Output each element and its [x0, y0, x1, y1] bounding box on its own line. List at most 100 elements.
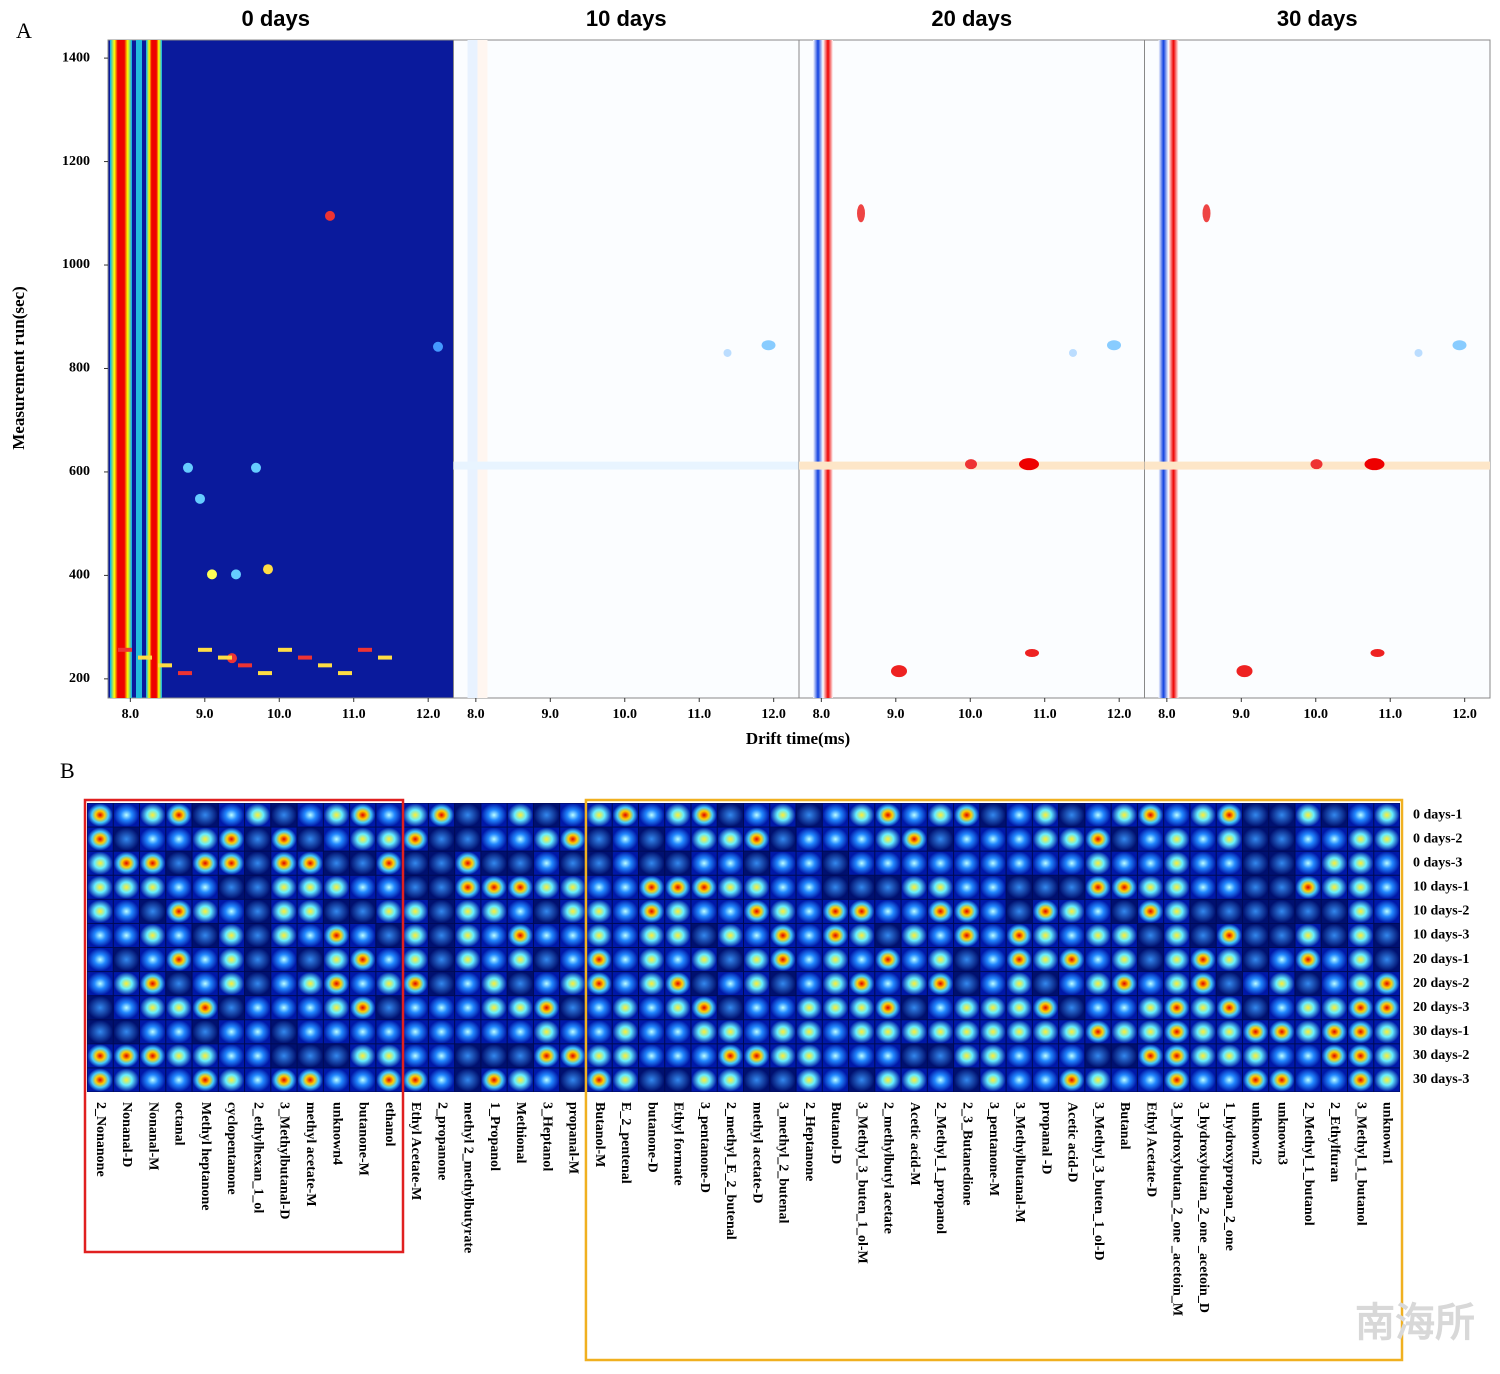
fingerprint-cell [744, 899, 770, 923]
fingerprint-cell [1032, 827, 1059, 851]
fingerprint-cell [1059, 899, 1085, 923]
fingerprint-cell [744, 851, 770, 875]
spot [138, 655, 152, 660]
fingerprint-cell [1059, 948, 1085, 972]
fingerprint-cell [717, 851, 743, 875]
spot [1019, 458, 1039, 471]
fingerprint-cell [1059, 1068, 1085, 1092]
fingerprint-cell [1164, 851, 1190, 875]
x-tick-label: 12.0 [761, 707, 786, 722]
fingerprint-cell [402, 851, 428, 875]
fingerprint-cell [507, 1020, 533, 1044]
fingerprint-cell [113, 899, 140, 923]
fingerprint-cell [87, 996, 113, 1020]
fingerprint-cell [1137, 899, 1164, 923]
fingerprint-cell [376, 1044, 402, 1068]
fingerprint-cell [1347, 948, 1374, 972]
fingerprint-cell [192, 1020, 218, 1044]
fingerprint-cell [638, 1044, 665, 1068]
column-label: Methional [513, 1102, 528, 1164]
fingerprint-cell [1242, 827, 1269, 851]
fingerprint-cell [980, 1068, 1006, 1092]
fingerprint-cell [691, 996, 717, 1020]
fingerprint-cell [901, 1068, 927, 1092]
fingerprint-cell [849, 1068, 875, 1092]
row-label: 0 days-2 [1413, 831, 1462, 846]
stripe [1158, 40, 1169, 698]
fingerprint-cell [1111, 1044, 1137, 1068]
fingerprint-cell [376, 851, 402, 875]
fingerprint-cell [1085, 1068, 1111, 1092]
fingerprint-cell [849, 948, 875, 972]
fingerprint-cell [1059, 923, 1085, 947]
fingerprint-cell [376, 923, 402, 947]
panel-b: B 2_Nonanone Nonanal-D Nonanal-M octanal Meth… [60, 758, 1475, 1362]
fingerprint-cell [1242, 1068, 1269, 1092]
fingerprint-cell [507, 1068, 533, 1092]
spot [238, 663, 252, 668]
fingerprint-cell [1190, 851, 1216, 875]
fingerprint-cell [1295, 875, 1321, 899]
fingerprint-cell [612, 875, 638, 899]
fingerprint-cell [1085, 1020, 1111, 1044]
fingerprint-cell [113, 948, 140, 972]
fingerprint-cell [1059, 972, 1085, 996]
fingerprint-cell [980, 1044, 1006, 1068]
fingerprint-cell [1347, 1020, 1374, 1044]
fingerprint-cell [691, 1068, 717, 1092]
fingerprint-cell [507, 851, 533, 875]
heatmap-panel: 30 days 8.0 9.0 10.0 11.0 12.0 [1144, 6, 1491, 722]
fingerprint-cell [875, 1044, 901, 1068]
fingerprint-cell [1295, 851, 1321, 875]
fingerprint-cell [1085, 923, 1111, 947]
row-label: 0 days-1 [1413, 807, 1462, 822]
x-tick-label: 12.0 [1452, 707, 1477, 722]
fingerprint-cell [1374, 923, 1400, 947]
fingerprint-cell [954, 996, 980, 1020]
fingerprint-cell [770, 996, 796, 1020]
y-tick-label: 600 [69, 464, 90, 479]
y-tick-label: 1200 [62, 154, 90, 169]
fingerprint-cell [376, 899, 402, 923]
fingerprint-cell [744, 875, 770, 899]
fingerprint-cell [192, 948, 218, 972]
column-label: Methyl heptanone [198, 1102, 213, 1211]
fingerprint-cell [796, 948, 822, 972]
fingerprint-cell [691, 1020, 717, 1044]
fingerprint-cell [428, 827, 455, 851]
row-label: 10 days-1 [1413, 880, 1469, 895]
fingerprint-cell [744, 923, 770, 947]
fingerprint-cell [323, 1044, 350, 1068]
fingerprint-cell [560, 875, 586, 899]
x-tick-label: 8.0 [813, 707, 831, 722]
column-label: 2_ethylhexan_1_ol [250, 1102, 265, 1213]
row-label: 20 days-3 [1413, 1000, 1469, 1015]
fingerprint-cell [1295, 948, 1321, 972]
fingerprint-cell [1347, 996, 1374, 1020]
fingerprint-cell [113, 996, 140, 1020]
fingerprint-cell [218, 972, 245, 996]
fingerprint-cell [271, 948, 297, 972]
x-tick-label: 8.0 [122, 707, 140, 722]
fingerprint-cell [875, 875, 901, 899]
fingerprint-cell [1321, 899, 1347, 923]
fingerprint-cell [586, 827, 612, 851]
fingerprint-cell [612, 803, 638, 827]
fingerprint-cell [796, 899, 822, 923]
column-label: 3_methyl_2_butenal [776, 1102, 791, 1223]
fingerprint-cell [455, 972, 481, 996]
y-tick-label: 400 [69, 568, 90, 583]
column-label: 1_hydroxypropan_2_one [1222, 1102, 1237, 1251]
fingerprint-cell [980, 948, 1006, 972]
fingerprint-cell [744, 1068, 770, 1092]
fingerprint-cell [954, 851, 980, 875]
fingerprint-cell [140, 1020, 166, 1044]
fingerprint-cell [1085, 948, 1111, 972]
fingerprint-cell [245, 851, 271, 875]
x-tick-label: 10.0 [267, 707, 292, 722]
fingerprint-cell [1374, 996, 1400, 1020]
column-label: 3_hydroxybutan_2_one _acetoin_D [1196, 1102, 1211, 1313]
column-label: Ethyl Acetate-D [1143, 1102, 1158, 1197]
fingerprint-cell [455, 899, 481, 923]
fingerprint-cell [271, 851, 297, 875]
